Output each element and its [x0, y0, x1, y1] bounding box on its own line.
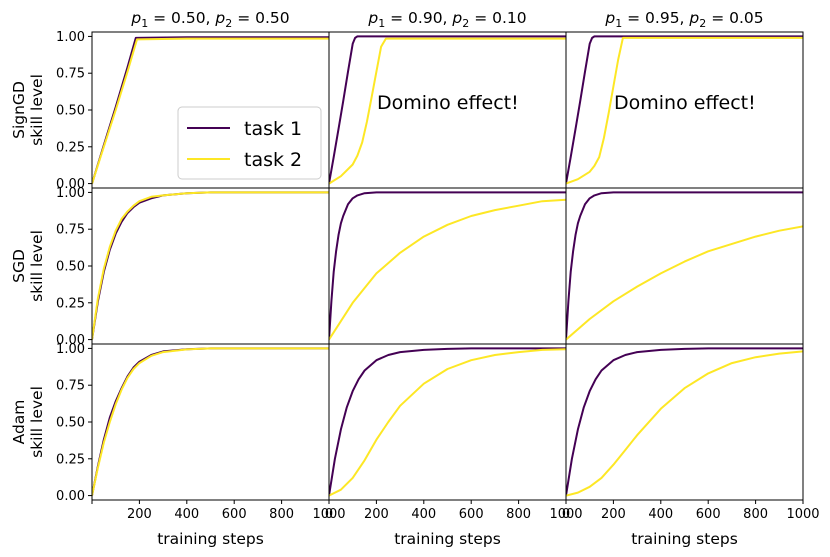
series-line-task-1-r3-c1	[92, 347, 329, 496]
series-line-task-2-r2-c1	[92, 191, 329, 340]
x-tick-label: 400	[174, 507, 199, 522]
series-line-task-2-r2-c3	[566, 225, 803, 341]
panel-r3-c3	[566, 347, 803, 497]
x-tick-label: 800	[506, 507, 531, 522]
x-tick-label: 0	[562, 507, 570, 522]
annotation-domino-effect: Domino effect!	[377, 92, 519, 114]
panel-r3-c1	[92, 347, 329, 496]
legend-box	[177, 106, 322, 180]
panel-frame-r2-c2	[328, 187, 567, 345]
legend-label: task 1	[244, 118, 302, 140]
series-line-task-2-r3-c1	[92, 347, 329, 496]
x-tick-label: 200	[364, 507, 389, 522]
x-axis-label: training steps	[157, 530, 264, 548]
panel-r1-c2	[329, 35, 566, 185]
y-tick-label: 0.50	[56, 260, 85, 275]
y-tick-label: 0.50	[56, 104, 85, 119]
panel-frame-r3-c3	[565, 343, 804, 501]
row-label-1: SignGDskill level	[10, 74, 46, 146]
series-line-task-2-r1-c3	[566, 36, 803, 185]
x-tick-label: 800	[269, 507, 294, 522]
y-tick-label: 0.75	[56, 379, 85, 394]
x-tick-label: 400	[648, 507, 673, 522]
series-line-task-2-r3-c3	[566, 350, 803, 497]
panel-r1-c3	[566, 35, 803, 185]
y-tick-label: 0.75	[56, 67, 85, 82]
x-tick-label: 800	[743, 507, 768, 522]
x-tick-label: 600	[459, 507, 484, 522]
x-axis-label: training steps	[394, 530, 501, 548]
y-tick-label: 0.75	[56, 223, 85, 238]
series-line-task-1-r2-c3	[566, 191, 803, 340]
x-tick-label: 1000	[549, 507, 582, 522]
x-axis-label: training steps	[631, 530, 738, 548]
panel-r2-c1	[92, 191, 329, 340]
y-tick-label: 1.00	[56, 30, 85, 45]
series-line-task-1-r2-c2	[329, 191, 566, 340]
series-line-task-1-r1-c3	[566, 35, 803, 184]
column-title-2: p1 = 0.90, p2 = 0.10	[367, 9, 526, 30]
panel-r1-c1	[92, 36, 329, 184]
y-tick-label: 1.00	[56, 342, 85, 357]
x-tick-label: 1000	[786, 507, 819, 522]
panel-r2-c3	[566, 191, 803, 341]
y-tick-label: 0.25	[56, 296, 85, 311]
series-line-task-2-r3-c2	[329, 348, 566, 497]
series-line-task-1-r3-c2	[329, 347, 566, 496]
panel-frame-r2-c3	[565, 187, 804, 345]
legend: task 1 task 2	[177, 106, 322, 180]
annotation-domino-effect: Domino effect!	[614, 92, 756, 114]
panel-frame-r3-c1	[91, 343, 330, 501]
x-tick-label: 600	[222, 507, 247, 522]
x-tick-label: 600	[696, 507, 721, 522]
y-tick-label: 0.25	[56, 452, 85, 467]
y-tick-label: 0.25	[56, 140, 85, 155]
panel-frame-r3-c2	[328, 343, 567, 501]
series-line-task-2-r1-c1	[92, 37, 329, 184]
y-tick-label: 0.00	[56, 489, 85, 504]
y-tick-label: 0.00	[56, 177, 85, 192]
series-line-task-2-r2-c2	[329, 198, 566, 341]
series-line-task-1-r1-c2	[329, 35, 566, 184]
series-line-task-1-r2-c1	[92, 191, 329, 340]
series-line-task-1-r3-c3	[566, 347, 803, 496]
series-line-task-2-r1-c2	[329, 37, 566, 185]
x-tick-label: 1000	[312, 507, 345, 522]
x-tick-label: 200	[601, 507, 626, 522]
row-label-3: Adamskill level	[10, 386, 46, 458]
y-tick-label: 0.50	[56, 416, 85, 431]
y-tick-label: 0.00	[56, 333, 85, 348]
y-tick-label: 1.00	[56, 186, 85, 201]
column-title-3: p1 = 0.95, p2 = 0.05	[604, 9, 763, 30]
row-label-2: SGDskill level	[10, 230, 46, 302]
x-tick-label: 400	[411, 507, 436, 522]
panel-r2-c2	[329, 191, 566, 341]
x-tick-label: 0	[325, 507, 333, 522]
column-title-1: p1 = 0.50, p2 = 0.50	[130, 9, 289, 30]
x-tick-label: 200	[127, 507, 152, 522]
panel-r3-c2	[329, 347, 566, 497]
legend-label: task 2	[244, 149, 302, 171]
